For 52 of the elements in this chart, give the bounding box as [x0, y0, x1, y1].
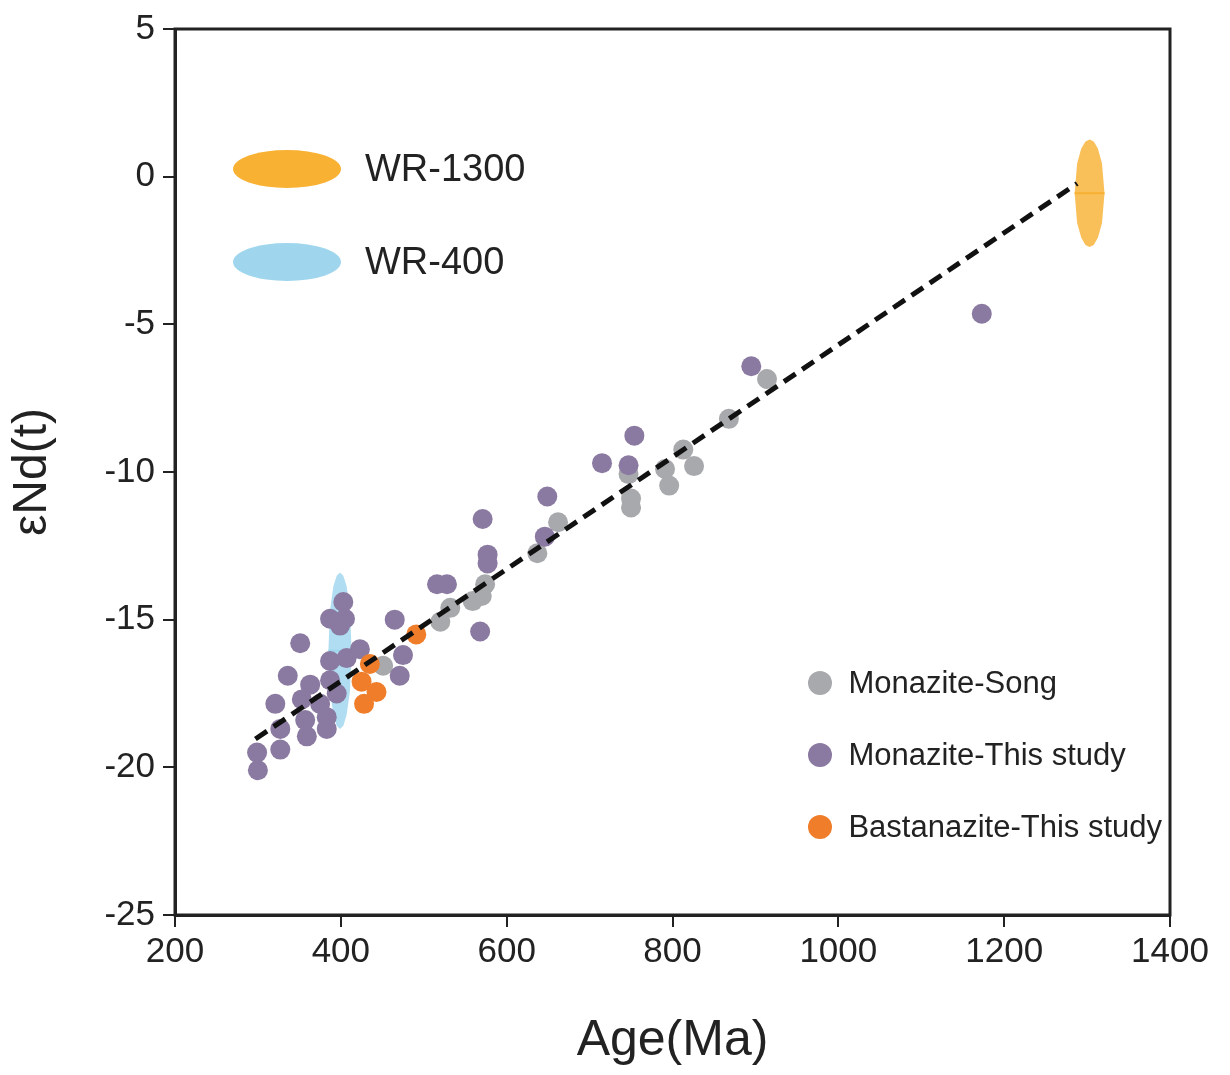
point	[384, 609, 405, 630]
y-tick-label: -20	[104, 744, 155, 784]
legend-label: WR-400	[365, 240, 505, 283]
y-tick-label: 5	[135, 6, 155, 46]
point	[624, 425, 645, 446]
point	[393, 645, 414, 666]
y-tick-label: -25	[104, 892, 155, 932]
y-tick-label: 0	[135, 154, 155, 194]
x-tick-label: 400	[311, 929, 371, 969]
x-tick-label: 1000	[799, 929, 878, 969]
point	[537, 486, 558, 507]
point	[741, 356, 762, 377]
point	[548, 512, 569, 533]
point	[247, 760, 268, 781]
point	[462, 591, 483, 612]
x-tick-label: 1200	[965, 929, 1044, 969]
point	[247, 742, 268, 763]
point	[265, 693, 286, 714]
point	[389, 665, 410, 686]
point	[354, 693, 375, 714]
x-tick-label: 800	[643, 929, 702, 969]
x-tick-label: 1400	[1131, 929, 1209, 969]
point	[684, 456, 705, 477]
y-tick-label: -10	[104, 449, 155, 489]
x-tick-label: 600	[477, 929, 536, 969]
y-tick-label: -5	[123, 301, 155, 341]
legend-label: Bastanazite-This study	[848, 809, 1162, 845]
y-tick-label: -15	[104, 597, 155, 637]
point	[757, 368, 778, 389]
point	[290, 633, 311, 654]
point	[659, 475, 680, 496]
point	[277, 665, 298, 686]
point	[618, 455, 639, 476]
legend-label: Monazite-This study	[848, 737, 1126, 773]
point	[300, 674, 321, 695]
point	[295, 710, 316, 731]
point	[336, 648, 357, 669]
legend-label: WR-1300	[365, 147, 526, 190]
point	[592, 453, 613, 474]
point	[333, 591, 354, 612]
point	[472, 508, 493, 529]
point	[270, 739, 291, 760]
point	[971, 303, 992, 324]
point	[366, 682, 387, 703]
x-tick-label: 200	[145, 929, 205, 969]
point	[296, 726, 317, 747]
point	[470, 621, 491, 642]
y-axis-title: εNd(t)	[3, 407, 57, 537]
x-axis-title: Age(Ma)	[576, 1009, 769, 1066]
point	[351, 671, 372, 692]
legend-label: Monazite-Song	[848, 665, 1057, 701]
point	[320, 651, 341, 672]
